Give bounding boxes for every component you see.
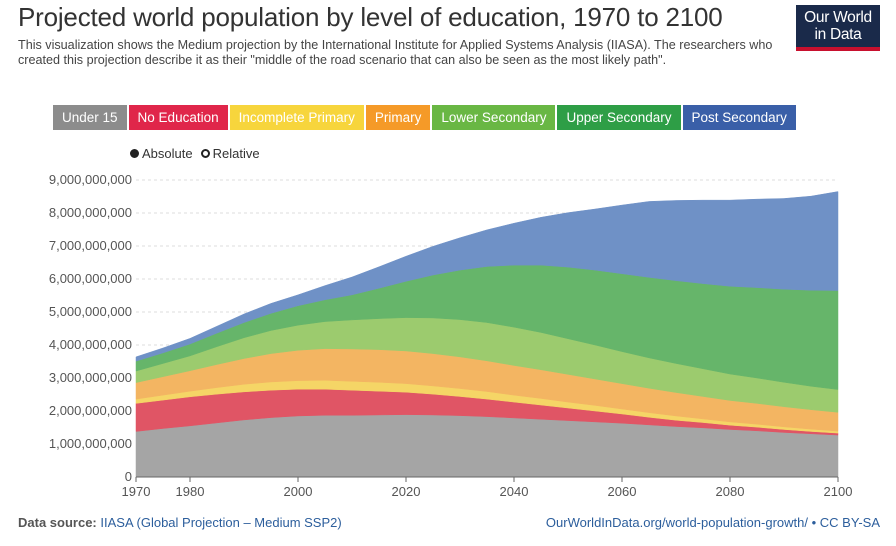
legend-item-post-secondary[interactable]: Post Secondary [682, 105, 796, 130]
absolute-option[interactable]: Absolute [130, 146, 193, 161]
relative-label: Relative [212, 146, 260, 161]
y-tick-label: 3,000,000,000 [49, 370, 132, 385]
data-source-label: Data source: [18, 515, 97, 530]
x-tick-label: 2080 [716, 484, 745, 499]
x-tick-label: 2100 [824, 484, 853, 499]
absolute-relative-toggle: Absolute Relative [130, 146, 268, 161]
x-tick-label: 2060 [608, 484, 637, 499]
radio-selected-icon [130, 149, 139, 158]
x-tick-label: 1970 [122, 484, 151, 499]
footer-attribution: OurWorldInData.org/world-population-grow… [545, 515, 880, 530]
absolute-label: Absolute [142, 146, 193, 161]
x-tick-label: 2000 [284, 484, 313, 499]
logo-line-2: in Data [814, 26, 862, 43]
y-tick-label: 1,000,000,000 [49, 436, 132, 451]
chart-title: Projected world population by level of e… [18, 2, 723, 32]
legend: Under 15 No Education Incomplete Primary Pr… [53, 105, 798, 130]
chart-subtitle: This visualization shows the Medium proj… [18, 38, 773, 67]
y-tick-label: 6,000,000,000 [49, 271, 132, 286]
data-source-link[interactable]: IIASA (Global Projection – Medium SSP2) [100, 515, 342, 530]
legend-item-incomplete-primary[interactable]: Incomplete Primary [229, 105, 364, 130]
owid-logo[interactable]: Our World in Data [796, 5, 880, 51]
y-tick-label: 2,000,000,000 [49, 403, 132, 418]
legend-item-under-15[interactable]: Under 15 [53, 105, 127, 130]
area-post-secondary[interactable] [135, 191, 839, 362]
x-tick-label: 2020 [392, 484, 421, 499]
y-tick-label: 0 [125, 469, 132, 484]
legend-item-no-education[interactable]: No Education [128, 105, 228, 130]
x-tick-label: 1980 [176, 484, 205, 499]
y-tick-label: 7,000,000,000 [49, 238, 132, 253]
y-tick-label: 8,000,000,000 [49, 205, 132, 220]
relative-option[interactable]: Relative [200, 146, 260, 161]
radio-unselected-icon [200, 149, 210, 158]
legend-item-upper-secondary[interactable]: Upper Secondary [557, 105, 681, 130]
legend-item-lower-secondary[interactable]: Lower Secondary [432, 105, 556, 130]
logo-line-1: Our World [804, 9, 872, 26]
y-tick-label: 9,000,000,000 [49, 172, 132, 187]
data-source: Data source: IIASA (Global Projection – … [18, 515, 342, 530]
license-link[interactable]: CC BY-SA [819, 515, 880, 530]
y-tick-label: 4,000,000,000 [49, 337, 132, 352]
owid-url-link[interactable]: OurWorldInData.org/world-population-grow… [545, 515, 808, 530]
x-tick-label: 2040 [500, 484, 529, 499]
legend-item-primary[interactable]: Primary [365, 105, 431, 130]
y-tick-label: 5,000,000,000 [49, 304, 132, 319]
